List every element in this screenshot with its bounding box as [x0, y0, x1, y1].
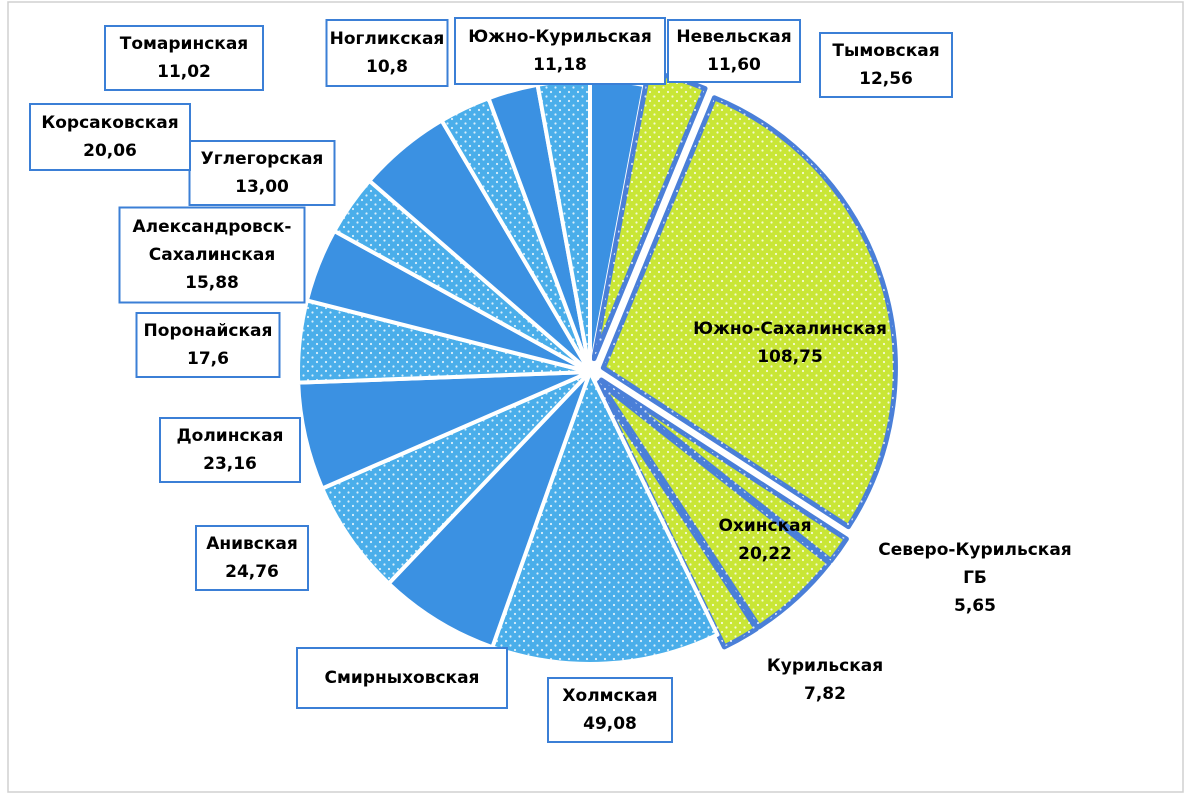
slice-label: Углегорская [201, 149, 324, 169]
slice-value: 11,18 [533, 55, 587, 75]
label-box [104, 25, 264, 91]
slice-value: 11,02 [157, 62, 211, 82]
slice-label: Долинская [177, 426, 284, 446]
label-line: Сахалинская [149, 245, 276, 265]
slice-label: Южно-Курильская [468, 27, 652, 47]
slice-label: Тымовская [832, 41, 939, 61]
label-box [667, 19, 801, 83]
slice-value: 24,76 [225, 562, 279, 582]
label-box [325, 19, 449, 87]
slice-label: Анивская [206, 534, 298, 554]
slice-value: 13,00 [235, 177, 289, 197]
slice-label: Холмская [562, 686, 657, 706]
label-box [188, 140, 336, 206]
slice-value: 17,6 [187, 349, 229, 369]
slice-value: 20,22 [738, 544, 792, 564]
slice-label: Охинская [718, 516, 811, 536]
label-box [296, 647, 508, 709]
slice-value: 7,82 [804, 684, 846, 704]
slice-label: Поронайская [144, 321, 273, 341]
label-box [135, 312, 281, 378]
slice-value: 49,08 [583, 714, 637, 734]
slice-value: 15,88 [185, 273, 239, 293]
slice-label: Курильская [767, 656, 883, 676]
slice-label: Южно-Сахалинская [693, 319, 887, 339]
slice-value: 12,56 [859, 69, 913, 89]
slice-value: 20,06 [83, 141, 137, 161]
label-line: Северо-Курильская [878, 540, 1071, 560]
slice-label: Томаринская [120, 34, 248, 54]
slice-value: 11,60 [707, 55, 761, 75]
label-box [118, 206, 306, 304]
label-box [819, 32, 953, 98]
label-box [547, 677, 673, 743]
label-box [195, 525, 309, 591]
label-line: Александровск- [133, 217, 292, 237]
label-box [454, 17, 666, 85]
slice-label: Корсаковская [41, 113, 178, 133]
slice-label: Смирныховская [325, 668, 480, 688]
slice-label: Северо-Курильская ГБ [878, 540, 1071, 588]
chart-frame [7, 1, 1184, 793]
label-line: ГБ [963, 568, 987, 588]
slice-value: 5,65 [954, 596, 996, 616]
slice-label: Ногликская [330, 29, 445, 49]
slice-value: 10,8 [366, 57, 408, 77]
slice-value: 23,16 [203, 454, 257, 474]
label-box [29, 103, 191, 171]
label-box [159, 417, 301, 483]
slice-label: Александровск- Сахалинская [133, 217, 292, 265]
slice-value: 108,75 [757, 347, 823, 367]
slice-label: Невельская [676, 27, 791, 47]
